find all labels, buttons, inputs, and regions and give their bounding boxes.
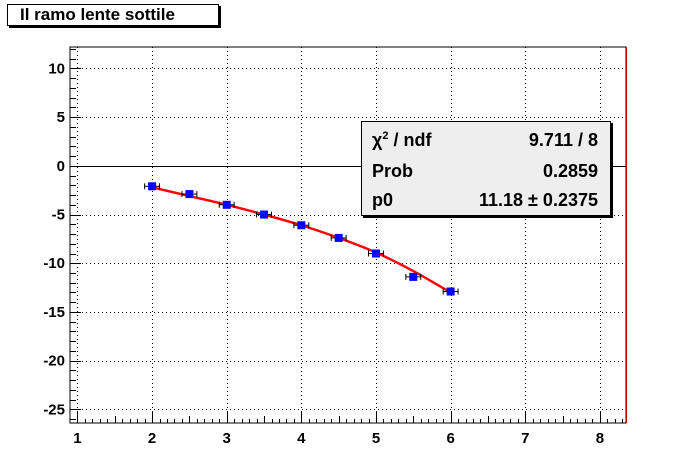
data-point [218, 200, 235, 209]
stats-value-chi2: 9.711 / 8 [528, 130, 598, 150]
y-tick-label: -5 [52, 207, 65, 224]
x-tick-label: 4 [297, 430, 306, 447]
x-tick-label: 3 [223, 430, 231, 447]
fit-stats-box: χ2 / ndf 9.711 / 8 Prob 0.2859 p0 11.18 … [361, 121, 611, 216]
stats-label-p0: p0 [372, 190, 394, 210]
stats-label-prob: Prob [372, 161, 414, 181]
grid-lines [70, 47, 626, 423]
data-point [181, 190, 198, 199]
y-tick-label: -20 [43, 353, 65, 370]
point-marker [446, 287, 455, 296]
x-tick-label: 5 [372, 430, 380, 447]
point-marker [148, 182, 157, 191]
axes [69, 46, 627, 424]
stats-row-p0: p0 11.18 ± 0.2375 [372, 190, 598, 214]
data-point [293, 221, 310, 230]
point-marker [185, 190, 194, 199]
x-tick-label: 8 [596, 430, 604, 447]
data-point [256, 210, 273, 219]
data-point [442, 287, 459, 296]
x-tick-label: 6 [446, 430, 454, 447]
y-tick-label: 0 [57, 158, 65, 175]
point-marker [297, 221, 306, 230]
point-marker [222, 200, 231, 209]
y-tick-label: 10 [48, 60, 65, 77]
tick-labels: 1 2 3 4 5 6 7 8 10 5 0 -5 -10 -15 -20 -25 [43, 60, 604, 447]
y-tick-label: -25 [43, 401, 65, 418]
x-tick-label: 1 [73, 430, 81, 447]
point-marker [409, 272, 418, 281]
data-points-layer [144, 182, 459, 296]
point-marker [334, 233, 343, 242]
plot-frame [69, 46, 627, 424]
y-tick-label: -15 [43, 304, 65, 321]
data-point [405, 272, 422, 281]
stats-value-p0: 11.18 ± 0.2375 [479, 190, 598, 210]
stats-row-prob: Prob 0.2859 [372, 161, 598, 185]
x-tick-label: 2 [148, 430, 156, 447]
stats-row-chi2: χ2 / ndf 9.711 / 8 [372, 130, 598, 154]
data-point [144, 182, 161, 191]
data-point [368, 249, 384, 258]
stats-value-prob: 0.2859 [542, 161, 598, 181]
y-tick-label: 5 [57, 109, 65, 126]
stats-label-chi2: χ2 / ndf [372, 130, 432, 150]
y-tick-label: -10 [43, 255, 65, 272]
point-marker [260, 210, 269, 219]
point-marker [371, 249, 380, 258]
chart-title: Il ramo lente sottile [7, 4, 219, 26]
x-tick-label: 7 [521, 430, 529, 447]
data-point [330, 233, 347, 242]
